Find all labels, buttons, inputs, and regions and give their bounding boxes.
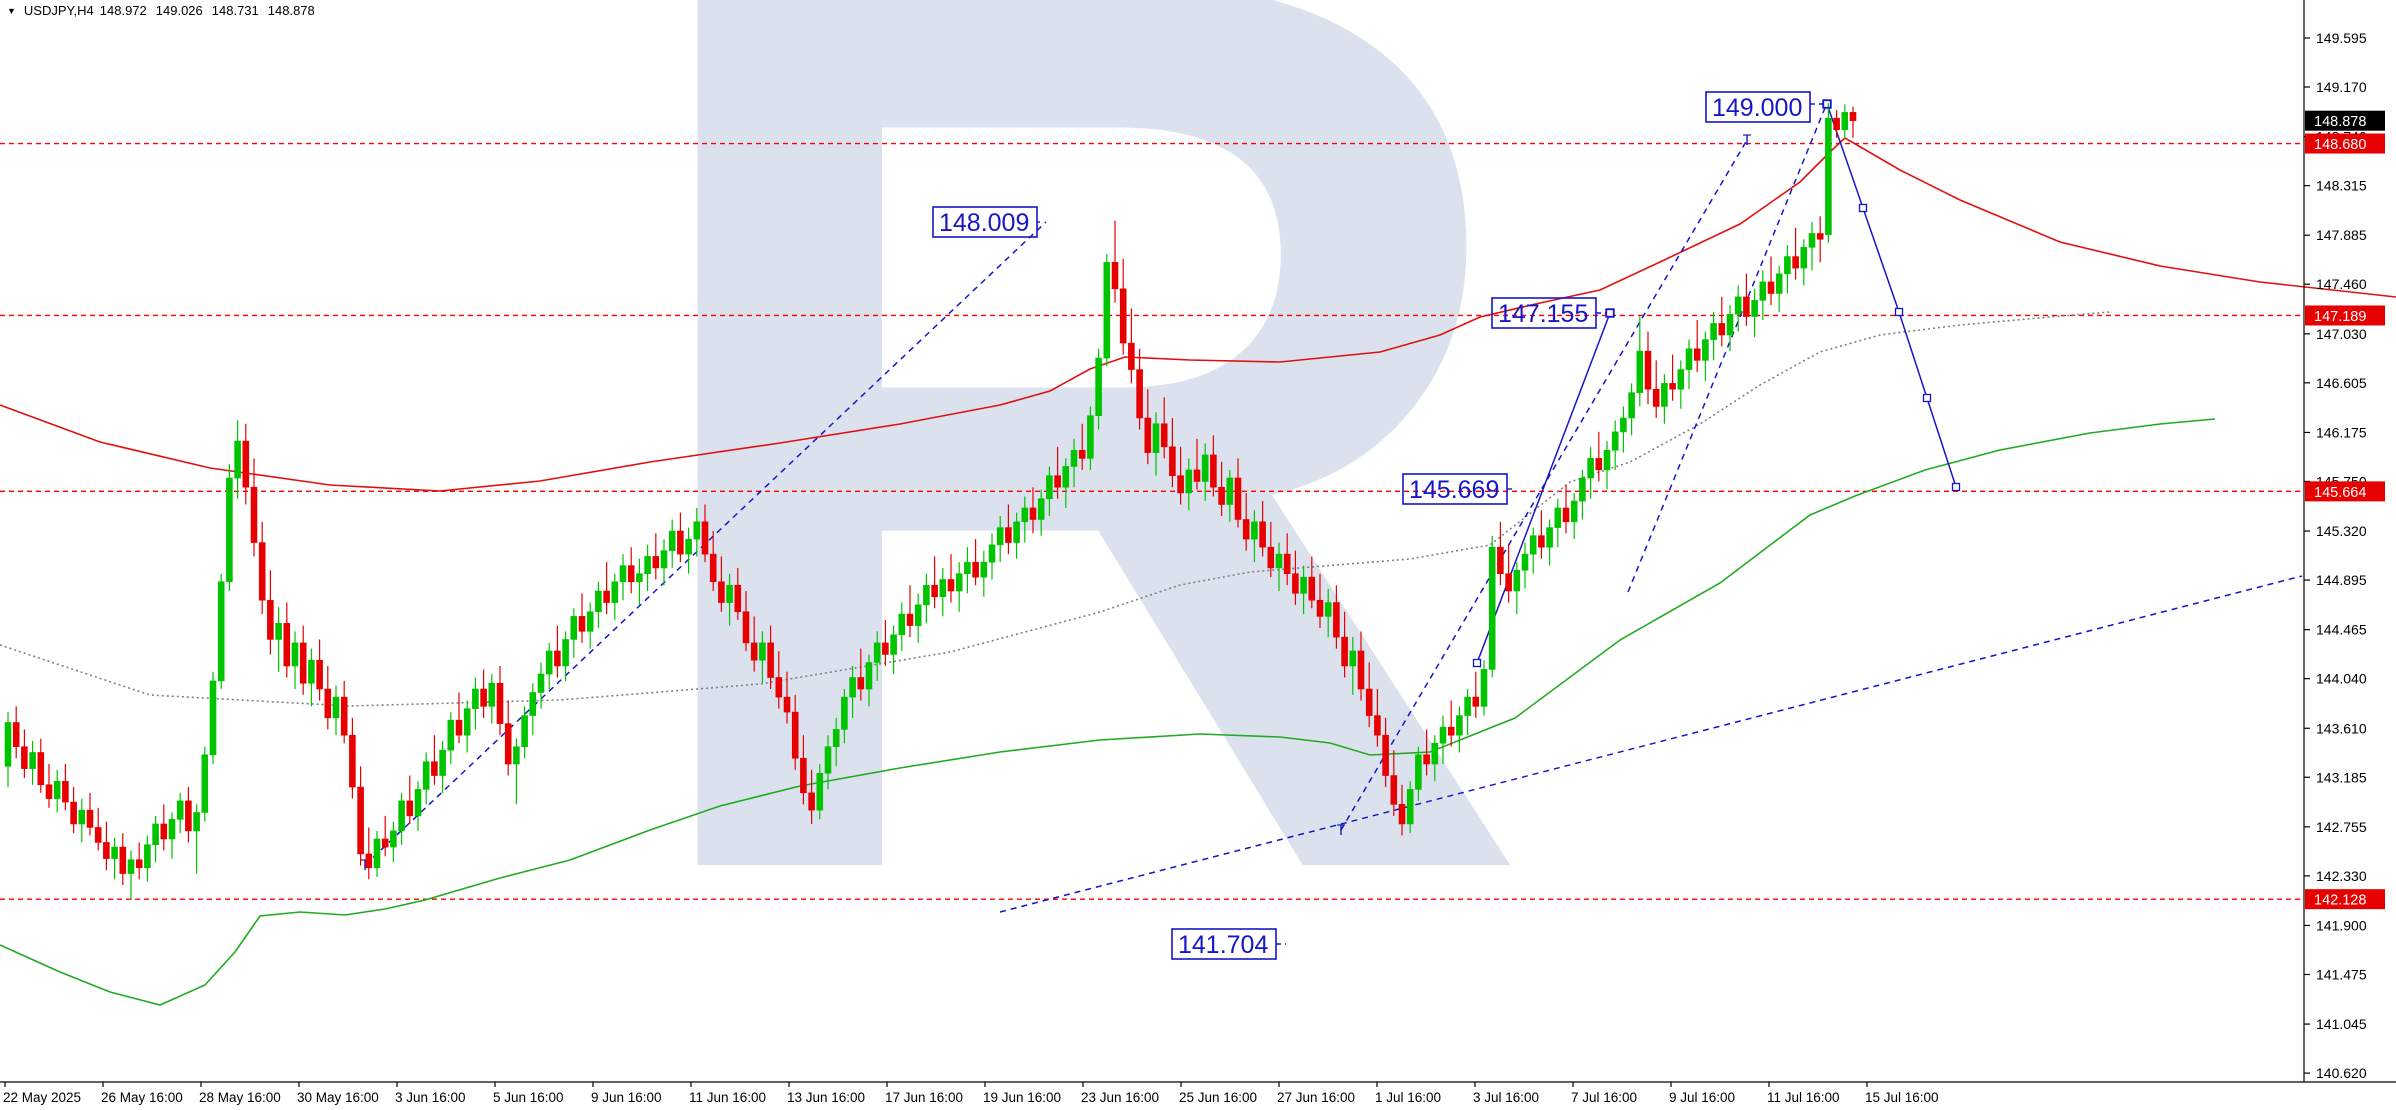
open-value: 148.972 bbox=[99, 3, 147, 18]
svg-text:141.900: 141.900 bbox=[2316, 917, 2367, 933]
price-annotation-147.155[interactable]: 147.155 bbox=[1491, 297, 1615, 329]
candlesticks bbox=[4, 103, 1857, 901]
svg-text:147.030: 147.030 bbox=[2316, 326, 2367, 342]
svg-text:9 Jun 16:00: 9 Jun 16:00 bbox=[591, 1090, 662, 1105]
time-axis-labels: 22 May 2025 26 May 16:00 28 May 16:00 30 Ma… bbox=[3, 1082, 1939, 1105]
high-value: 149.026 bbox=[155, 3, 203, 18]
price-annotation-145.669[interactable]: 145.669 bbox=[1402, 473, 1512, 505]
svg-text:145.669: 145.669 bbox=[1409, 476, 1499, 504]
svg-text:3 Jul 16:00: 3 Jul 16:00 bbox=[1473, 1090, 1539, 1105]
symbol-period-label: USDJPY,H4 bbox=[23, 3, 94, 18]
svg-text:15 Jul 16:00: 15 Jul 16:00 bbox=[1865, 1090, 1939, 1105]
ma-green[interactable] bbox=[0, 418, 2216, 1006]
current-price-tag: 148.878 bbox=[2305, 110, 2385, 131]
axes bbox=[0, 0, 2396, 1083]
price-annotation-149.000[interactable]: 149.000 bbox=[1705, 91, 1832, 123]
svg-text:144.465: 144.465 bbox=[2316, 622, 2367, 638]
svg-text:142.755: 142.755 bbox=[2316, 819, 2367, 835]
svg-text:145.664: 145.664 bbox=[2314, 485, 2366, 501]
svg-text:148.878: 148.878 bbox=[2314, 114, 2366, 130]
svg-text:146.605: 146.605 bbox=[2316, 375, 2367, 391]
trendline-long-term-support[interactable] bbox=[999, 575, 2303, 913]
svg-text:140.620: 140.620 bbox=[2316, 1065, 2367, 1081]
svg-text:145.320: 145.320 bbox=[2316, 523, 2367, 539]
level-price-tag: 142.128 bbox=[2305, 889, 2385, 910]
level-price-tag: 147.189 bbox=[2305, 305, 2385, 326]
ma-red[interactable] bbox=[0, 137, 2396, 492]
svg-text:148.315: 148.315 bbox=[2316, 178, 2367, 194]
chart-ohlc-header: ▼ USDJPY,H4 148.972 149.026 148.731 148.… bbox=[7, 3, 315, 18]
svg-text:30 May 16:00: 30 May 16:00 bbox=[297, 1090, 379, 1105]
svg-text:147.155: 147.155 bbox=[1498, 300, 1588, 328]
svg-text:144.895: 144.895 bbox=[2316, 572, 2367, 588]
svg-text:27 Jun 16:00: 27 Jun 16:00 bbox=[1277, 1090, 1355, 1105]
price-axis-labels: 149.595149.170148.740148.315147.885147.4… bbox=[2304, 30, 2367, 1081]
trendline-uptrend-steep-jul[interactable] bbox=[1627, 102, 1828, 593]
svg-text:146.175: 146.175 bbox=[2316, 424, 2367, 440]
price-annotation-148.009[interactable]: 148.009 bbox=[932, 206, 1040, 238]
price-annotation-141.704[interactable]: 141.704 bbox=[1171, 928, 1286, 960]
broker-watermark-logo: R bbox=[612, 0, 1537, 1110]
svg-text:1 Jul 16:00: 1 Jul 16:00 bbox=[1375, 1090, 1441, 1105]
svg-text:141.475: 141.475 bbox=[2316, 966, 2367, 982]
support-resistance-levels[interactable] bbox=[0, 142, 2304, 900]
svg-text:141.704: 141.704 bbox=[1178, 931, 1268, 959]
svg-text:149.000: 149.000 bbox=[1712, 94, 1802, 122]
svg-text:147.885: 147.885 bbox=[2316, 227, 2367, 243]
svg-text:13 Jun 16:00: 13 Jun 16:00 bbox=[787, 1090, 865, 1105]
svg-text:26 May 16:00: 26 May 16:00 bbox=[101, 1090, 183, 1105]
svg-text:7 Jul 16:00: 7 Jul 16:00 bbox=[1571, 1090, 1637, 1105]
svg-text:148.680: 148.680 bbox=[2314, 137, 2366, 153]
svg-text:141.045: 141.045 bbox=[2316, 1016, 2367, 1032]
trendline-forecast-path[interactable] bbox=[1822, 99, 1961, 492]
svg-text:19 Jun 16:00: 19 Jun 16:00 bbox=[983, 1090, 1061, 1105]
svg-text:11 Jun 16:00: 11 Jun 16:00 bbox=[689, 1090, 766, 1105]
svg-text:147.460: 147.460 bbox=[2316, 276, 2367, 292]
svg-text:25 Jun 16:00: 25 Jun 16:00 bbox=[1179, 1090, 1257, 1105]
svg-text:144.040: 144.040 bbox=[2316, 671, 2367, 687]
svg-text:23 Jun 16:00: 23 Jun 16:00 bbox=[1081, 1090, 1159, 1105]
svg-text:3 Jun 16:00: 3 Jun 16:00 bbox=[395, 1090, 466, 1105]
svg-text:9 Jul 16:00: 9 Jul 16:00 bbox=[1669, 1090, 1735, 1105]
svg-text:143.610: 143.610 bbox=[2316, 720, 2367, 736]
close-value: 148.878 bbox=[267, 3, 315, 18]
svg-text:143.185: 143.185 bbox=[2316, 769, 2367, 785]
svg-text:147.189: 147.189 bbox=[2314, 309, 2366, 325]
level-price-tag: 145.664 bbox=[2305, 481, 2385, 502]
svg-text:28 May 16:00: 28 May 16:00 bbox=[199, 1090, 281, 1105]
low-value: 148.731 bbox=[211, 3, 259, 18]
svg-text:5 Jun 16:00: 5 Jun 16:00 bbox=[493, 1090, 564, 1105]
level-price-tag: 148.680 bbox=[2305, 133, 2385, 154]
svg-text:11 Jul 16:00: 11 Jul 16:00 bbox=[1767, 1090, 1840, 1105]
svg-text:142.330: 142.330 bbox=[2316, 868, 2367, 884]
svg-text:17 Jun 16:00: 17 Jun 16:00 bbox=[885, 1090, 963, 1105]
svg-text:22 May 2025: 22 May 2025 bbox=[3, 1090, 81, 1105]
collapse-ohlc-icon[interactable]: ▼ bbox=[7, 5, 16, 16]
svg-text:149.595: 149.595 bbox=[2316, 30, 2367, 46]
trendline-anchor-ticks bbox=[361, 134, 1751, 870]
svg-text:142.128: 142.128 bbox=[2314, 893, 2366, 909]
svg-text:149.170: 149.170 bbox=[2316, 79, 2367, 95]
trendline-uptrend-may-jun[interactable] bbox=[364, 221, 1047, 866]
ma-gray[interactable] bbox=[0, 311, 2111, 707]
svg-text:148.009: 148.009 bbox=[939, 209, 1029, 237]
